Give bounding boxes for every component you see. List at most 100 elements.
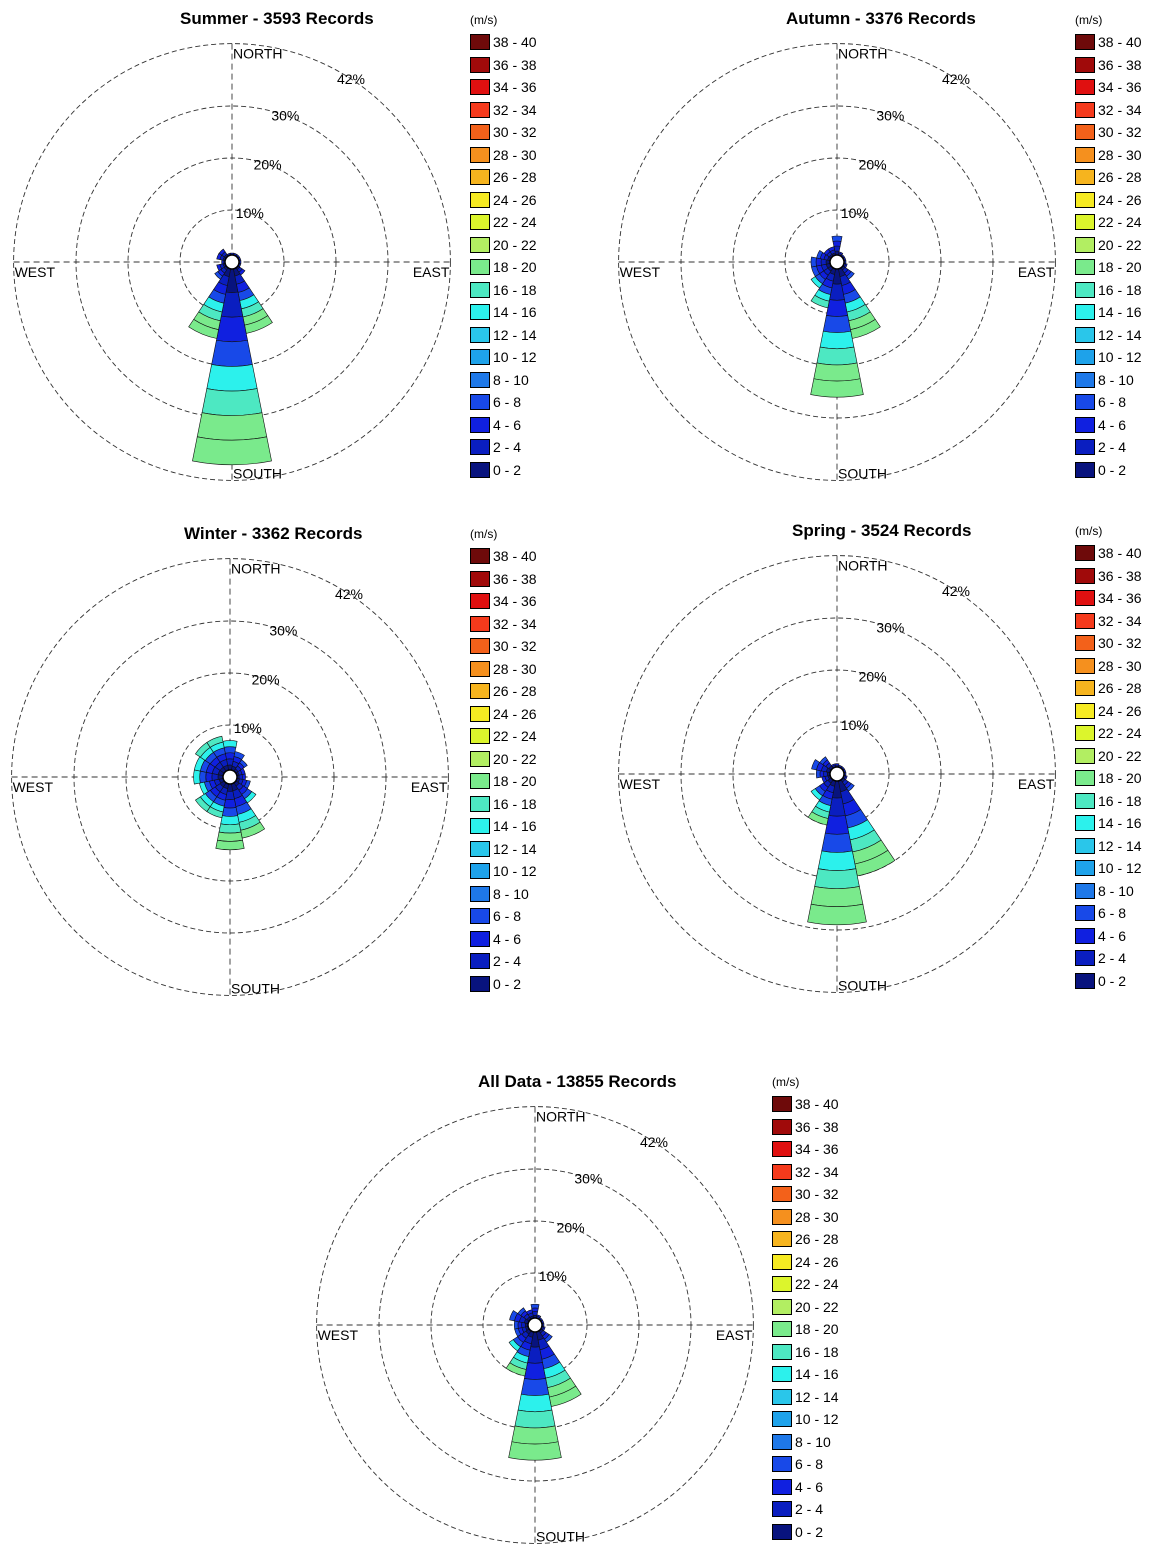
- ring-label: 42%: [335, 586, 363, 602]
- legend-item: 32 - 34: [1075, 610, 1158, 633]
- legend-swatch: [470, 773, 490, 790]
- legend-swatch: [1075, 927, 1095, 944]
- legend-item: 28 - 30: [772, 1206, 862, 1229]
- legend-swatch: [1075, 860, 1095, 877]
- legend-label: 22 - 24: [795, 1276, 839, 1293]
- legend-item: 36 - 38: [772, 1116, 862, 1139]
- legend-swatch: [470, 953, 490, 970]
- legend-item: 18 - 20: [1075, 256, 1158, 279]
- legend-item: 8 - 10: [1075, 369, 1158, 392]
- legend-swatch: [772, 1096, 792, 1113]
- legend-label: 2 - 4: [1098, 439, 1127, 456]
- legend-swatch: [1075, 124, 1095, 141]
- direction-label-north: NORTH: [231, 561, 281, 577]
- legend-item: 10 - 12: [1075, 857, 1158, 880]
- legend-swatch: [772, 1298, 792, 1315]
- legend-swatch: [470, 191, 490, 208]
- legend-swatch: [772, 1163, 792, 1180]
- legend-item: 0 - 2: [1075, 970, 1158, 993]
- legend-swatch: [772, 1231, 792, 1248]
- legend-swatch: [1075, 191, 1095, 208]
- legend-swatch: [1075, 79, 1095, 96]
- legend-item: 8 - 10: [470, 883, 560, 906]
- legend-label: 2 - 4: [795, 1501, 824, 1518]
- legend-label: 0 - 2: [1098, 461, 1127, 478]
- legend-item: 12 - 14: [772, 1386, 862, 1409]
- legend-item: 34 - 36: [1075, 587, 1158, 610]
- legend-item: 6 - 8: [470, 391, 560, 414]
- legend-item: 30 - 32: [470, 121, 560, 144]
- legend-label: 32 - 34: [1098, 101, 1142, 118]
- legend-swatch: [1075, 169, 1095, 186]
- rose-petal-segment: [536, 1314, 542, 1318]
- legend-swatch: [772, 1366, 792, 1383]
- legend-swatch: [1075, 612, 1095, 629]
- legend-swatch: [470, 840, 490, 857]
- rose-petal-segment: [525, 1309, 533, 1316]
- ring-label: 42%: [640, 1134, 668, 1150]
- rose-petal-segment: [524, 1362, 546, 1380]
- legend-label: 14 - 16: [1098, 815, 1142, 832]
- legend-item: 38 - 40: [1075, 542, 1158, 565]
- legend-swatch: [1075, 725, 1095, 742]
- legend-label: 18 - 20: [1098, 259, 1142, 276]
- direction-label-west: WEST: [13, 779, 54, 795]
- legend-label: 32 - 34: [493, 615, 537, 632]
- legend-label: 18 - 20: [1098, 770, 1142, 787]
- legend-item: 26 - 28: [470, 680, 560, 703]
- legend-item: 32 - 34: [772, 1161, 862, 1184]
- legend-swatch: [1075, 950, 1095, 967]
- ring-label: 20%: [252, 671, 280, 687]
- legend-swatch: [470, 818, 490, 835]
- legend-label: 2 - 4: [1098, 950, 1127, 967]
- legend-label: 12 - 14: [493, 840, 537, 857]
- legend-item: 0 - 2: [470, 459, 560, 482]
- legend-swatch: [772, 1343, 792, 1360]
- direction-label-east: EAST: [716, 1327, 753, 1343]
- rose-petal-segment: [517, 1393, 553, 1412]
- legend-item: 20 - 22: [1075, 745, 1158, 768]
- legend-swatch: [772, 1208, 792, 1225]
- legend-label: 36 - 38: [1098, 56, 1142, 73]
- legend-swatch: [1075, 371, 1095, 388]
- legend-swatch: [772, 1321, 792, 1338]
- legend-item: 38 - 40: [1075, 31, 1158, 54]
- legend-swatch: [772, 1186, 792, 1203]
- legend-swatch: [470, 169, 490, 186]
- legend-label: 18 - 20: [795, 1321, 839, 1338]
- legend-label: 36 - 38: [493, 56, 537, 73]
- legend-item: 24 - 26: [772, 1251, 862, 1274]
- direction-label-north: NORTH: [838, 558, 888, 574]
- legend-swatch: [772, 1501, 792, 1518]
- rose-petal-segment: [520, 1378, 550, 1396]
- legend-item: 10 - 12: [470, 860, 560, 883]
- legend-item: 20 - 22: [1075, 234, 1158, 257]
- speed-legend: (m/s) 38 - 40 36 - 38 34 - 36 32 - 34 30 - 32…: [470, 13, 560, 481]
- legend-label: 22 - 24: [1098, 214, 1142, 231]
- rose-petal-segment: [531, 1307, 539, 1313]
- legend-item: 32 - 34: [470, 613, 560, 636]
- legend-label: 30 - 32: [493, 124, 537, 141]
- legend-label: 22 - 24: [493, 728, 537, 745]
- legend-label: 4 - 6: [493, 416, 522, 433]
- legend-item: 6 - 8: [1075, 391, 1158, 414]
- legend-label: 20 - 22: [1098, 747, 1142, 764]
- legend-label: 28 - 30: [795, 1208, 839, 1225]
- legend-label: 6 - 8: [493, 908, 522, 925]
- legend-swatch: [1075, 815, 1095, 832]
- legend-item: 18 - 20: [470, 770, 560, 793]
- ring-label: 10%: [539, 1268, 567, 1284]
- rose-petal-segment: [810, 378, 864, 398]
- legend-item: 20 - 22: [470, 234, 560, 257]
- legend-item: 34 - 36: [470, 590, 560, 613]
- rose-petal-segment: [239, 759, 248, 768]
- direction-label-west: WEST: [620, 776, 661, 792]
- legend-label: 2 - 4: [493, 439, 522, 456]
- legend-item: 18 - 20: [470, 256, 560, 279]
- legend-item: 18 - 20: [1075, 767, 1158, 790]
- rose-petal-segment: [810, 276, 823, 289]
- speed-legend: (m/s) 38 - 40 36 - 38 34 - 36 32 - 34 30 - 32…: [1075, 13, 1158, 481]
- ring-label: 10%: [234, 720, 262, 736]
- legend-label: 8 - 10: [493, 371, 529, 388]
- rose-petal-segment: [816, 250, 824, 260]
